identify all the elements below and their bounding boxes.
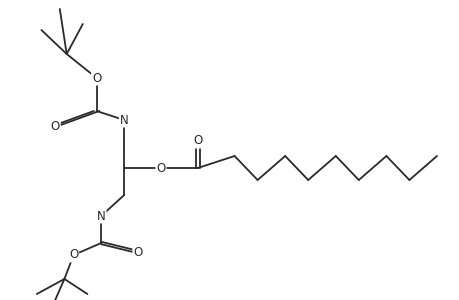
Text: O: O (193, 134, 202, 148)
Text: O: O (69, 248, 78, 262)
Text: O: O (156, 161, 165, 175)
Text: O: O (50, 119, 60, 133)
Text: N: N (96, 209, 106, 223)
Text: O: O (92, 71, 101, 85)
Text: N: N (119, 113, 129, 127)
Text: O: O (133, 245, 142, 259)
